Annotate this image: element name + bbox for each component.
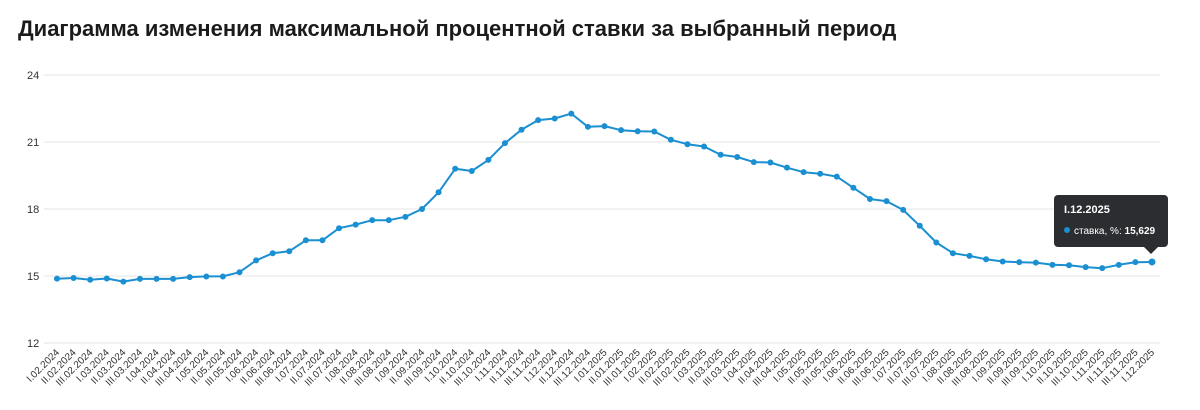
data-point[interactable] (651, 128, 658, 135)
data-point[interactable] (784, 164, 790, 171)
data-point[interactable] (717, 151, 724, 158)
data-point[interactable] (568, 110, 575, 117)
data-point[interactable] (1082, 264, 1089, 271)
data-point[interactable] (186, 274, 193, 281)
data-point[interactable] (551, 115, 558, 122)
data-point[interactable] (1115, 261, 1122, 268)
data-point[interactable] (800, 169, 807, 176)
series-dot-icon (1064, 227, 1070, 233)
y-axis-ticks: 12 15 18 21 24 (27, 70, 39, 350)
data-point[interactable] (319, 237, 326, 244)
series-line (56, 112, 1153, 283)
data-point[interactable] (153, 275, 160, 282)
data-point[interactable] (302, 237, 309, 244)
data-point[interactable] (501, 140, 508, 147)
data-point[interactable] (634, 128, 641, 135)
data-point[interactable] (883, 198, 890, 205)
tooltip-row: ставка, %: 15,629 (1064, 226, 1155, 237)
data-point[interactable] (1148, 258, 1156, 266)
tooltip-value: 15,629 (1124, 226, 1156, 237)
data-point[interactable] (1016, 259, 1023, 266)
data-point[interactable] (352, 221, 359, 228)
data-point[interactable] (684, 141, 691, 148)
data-point[interactable] (1066, 262, 1073, 269)
data-point[interactable] (916, 222, 923, 229)
data-point[interactable] (618, 127, 625, 134)
data-point[interactable] (1132, 259, 1139, 266)
data-point[interactable] (87, 276, 94, 283)
data-point[interactable] (385, 217, 392, 224)
data-point[interactable] (833, 173, 840, 180)
y-tick-label: 12 (27, 338, 39, 350)
data-point[interactable] (999, 258, 1006, 265)
chart-title: Диаграмма изменения максимальной процент… (18, 16, 897, 41)
data-point[interactable] (485, 156, 492, 163)
data-point[interactable] (452, 165, 459, 172)
y-tick-label: 21 (27, 137, 39, 149)
data-point[interactable] (667, 136, 674, 143)
data-point[interactable] (170, 275, 177, 282)
data-point[interactable] (219, 273, 226, 280)
grid-lines (44, 74, 1160, 344)
data-point[interactable] (286, 248, 293, 255)
data-point[interactable] (1049, 261, 1056, 268)
data-point[interactable] (750, 159, 757, 166)
data-point[interactable] (866, 195, 873, 202)
data-point[interactable] (54, 275, 60, 282)
data-point[interactable] (584, 123, 591, 130)
data-point[interactable] (203, 273, 210, 280)
data-point[interactable] (535, 117, 542, 124)
y-tick-label: 18 (27, 204, 39, 216)
data-point[interactable] (1032, 259, 1039, 266)
data-point[interactable] (949, 250, 956, 257)
tooltip-series-label: ставка, %: (1074, 226, 1122, 237)
data-point[interactable] (518, 126, 525, 133)
x-axis-ticks: I.02.2024II.02.2024III.02.2024I.03.2024I… (25, 347, 1158, 389)
data-point[interactable] (817, 170, 824, 177)
data-point[interactable] (850, 184, 857, 191)
data-point[interactable] (900, 206, 907, 213)
data-point[interactable] (468, 168, 475, 175)
data-point[interactable] (933, 239, 940, 246)
data-point[interactable] (336, 225, 343, 232)
data-point[interactable] (269, 250, 276, 257)
data-point[interactable] (966, 252, 973, 259)
y-tick-label: 24 (27, 70, 39, 82)
data-point[interactable] (253, 257, 260, 264)
data-point[interactable] (435, 189, 442, 196)
data-point[interactable] (734, 153, 741, 160)
y-tick-label: 15 (27, 271, 39, 283)
value-tooltip: I.12.2025 ставка, %: 15,629 (1054, 195, 1168, 254)
data-point[interactable] (601, 123, 608, 130)
data-point[interactable] (136, 275, 143, 282)
data-point[interactable] (419, 206, 425, 212)
data-point[interactable] (369, 217, 376, 224)
data-point[interactable] (402, 213, 409, 220)
data-point[interactable] (103, 275, 110, 282)
data-point[interactable] (983, 256, 990, 263)
data-points (54, 110, 1156, 285)
data-point[interactable] (70, 275, 77, 282)
data-point[interactable] (120, 278, 127, 285)
data-point[interactable] (767, 159, 774, 166)
data-point[interactable] (236, 269, 243, 276)
data-point[interactable] (1099, 265, 1106, 272)
tooltip-date: I.12.2025 (1064, 204, 1110, 216)
data-point[interactable] (701, 143, 708, 150)
